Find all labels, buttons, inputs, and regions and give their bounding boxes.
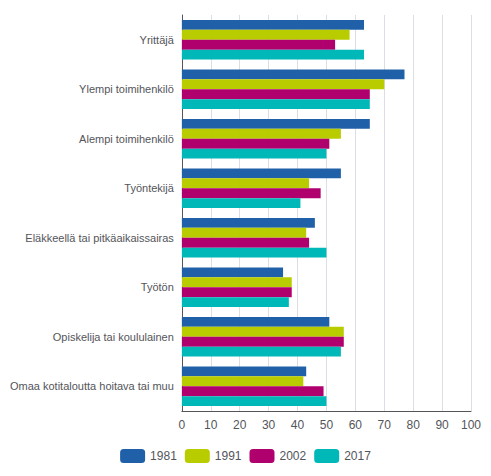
svg-text:20: 20 — [233, 418, 247, 432]
svg-text:30: 30 — [262, 418, 276, 432]
svg-text:0: 0 — [179, 418, 186, 432]
svg-text:60: 60 — [349, 418, 363, 432]
svg-text:100: 100 — [461, 418, 481, 432]
svg-text:40: 40 — [291, 418, 305, 432]
svg-text:1991: 1991 — [215, 449, 242, 463]
svg-text:70: 70 — [378, 418, 392, 432]
svg-text:Työntekijä: Työntekijä — [124, 182, 174, 194]
svg-text:90: 90 — [435, 418, 449, 432]
svg-text:2002: 2002 — [280, 449, 307, 463]
svg-text:Omaa kotitaloutta hoitava tai: Omaa kotitaloutta hoitava tai muu — [10, 380, 174, 392]
svg-text:Alempi toimihenkilö: Alempi toimihenkilö — [79, 133, 174, 145]
svg-text:Eläkkeellä tai pitkäaikaissair: Eläkkeellä tai pitkäaikaissairas — [25, 232, 174, 244]
svg-text:10: 10 — [204, 418, 218, 432]
svg-text:Ylempi toimihenkilö: Ylempi toimihenkilö — [79, 83, 174, 95]
svg-text:Työtön: Työtön — [141, 281, 174, 293]
svg-text:50: 50 — [320, 418, 334, 432]
svg-text:Opiskelija tai koululainen: Opiskelija tai koululainen — [53, 331, 174, 343]
svg-text:80: 80 — [406, 418, 420, 432]
svg-text:Yrittäjä: Yrittäjä — [140, 34, 175, 46]
svg-text:2017: 2017 — [344, 449, 371, 463]
svg-text:1981: 1981 — [150, 449, 177, 463]
